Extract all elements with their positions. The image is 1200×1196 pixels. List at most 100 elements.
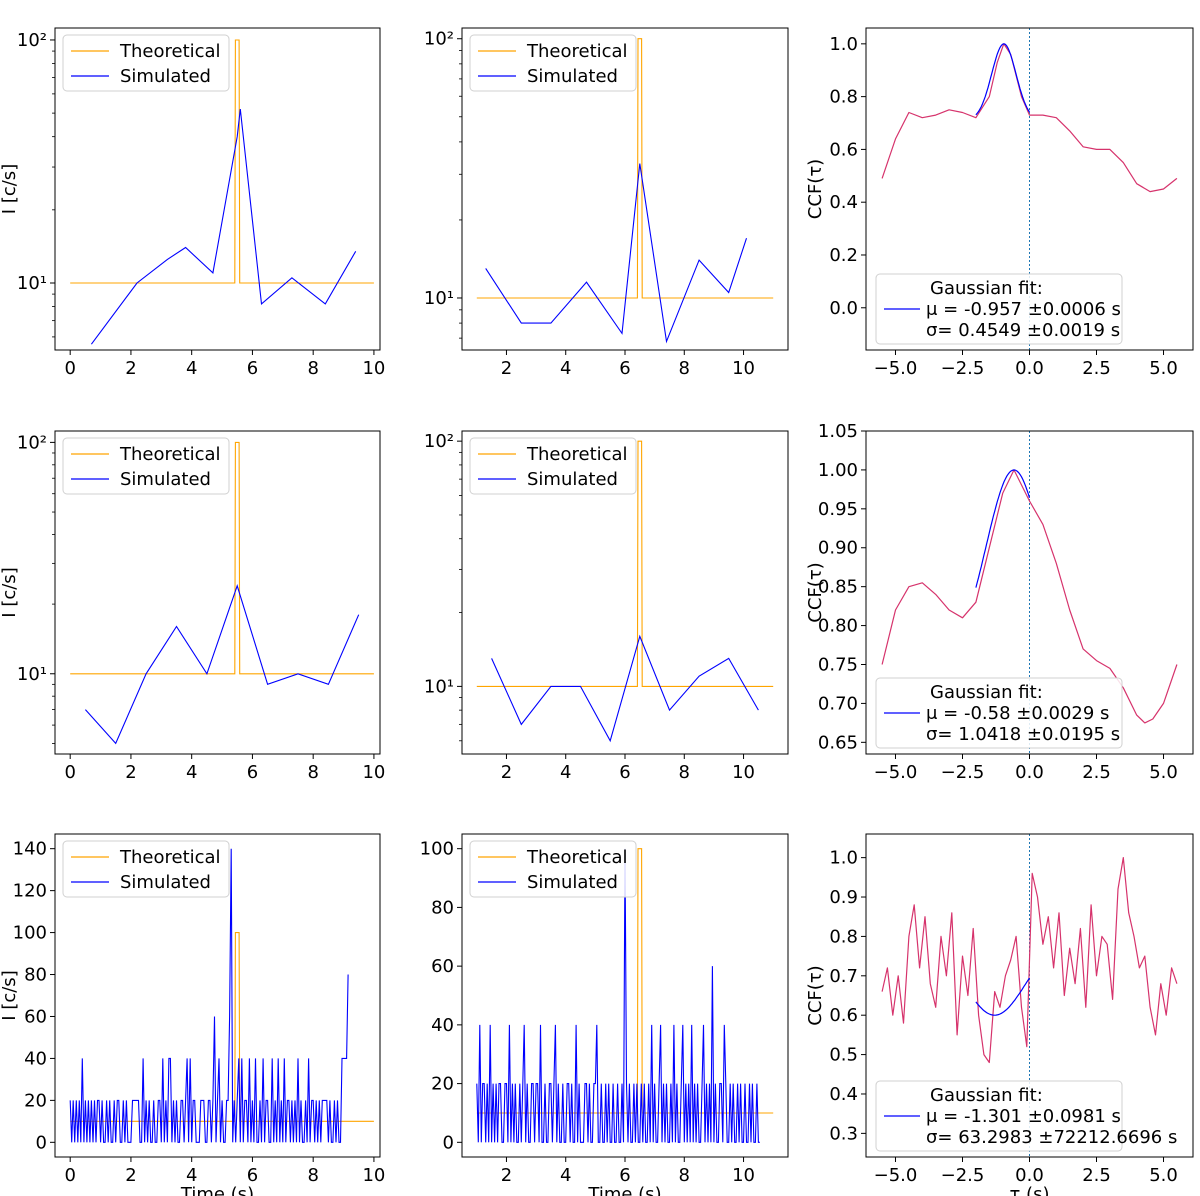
y-tick-label: 0.6 <box>829 139 858 160</box>
x-tick-label: −5.0 <box>874 358 918 379</box>
legend-mu: μ = -1.301 ±0.0981 s <box>926 1106 1121 1127</box>
y-tick-label: 0.9 <box>829 887 858 908</box>
x-tick-label: 8 <box>679 1165 690 1186</box>
axes-frame <box>461 430 789 755</box>
y-tick-label: 80 <box>24 965 47 986</box>
x-tick-label: 4 <box>560 762 571 783</box>
y-tick-label: 10² <box>17 30 47 51</box>
x-tick-label: 0.0 <box>1015 1165 1044 1186</box>
legend: Theoretical Simulated <box>469 437 637 495</box>
y-tick-label: 1.05 <box>818 421 858 442</box>
simulated-series-line <box>485 163 748 344</box>
y-tick-label: 0.6 <box>829 1005 858 1026</box>
plot-area <box>69 848 374 1143</box>
y-tick-label: 0 <box>36 1132 47 1153</box>
gaussian-fit-curve <box>975 977 1031 1016</box>
legend: Theoretical Simulated <box>62 840 230 898</box>
y-tick-label: 80 <box>431 897 454 918</box>
x-tick-label: 0 <box>64 358 75 379</box>
x-tick-label: 2 <box>125 762 136 783</box>
y-tick-label: 0.65 <box>818 732 858 753</box>
y-tick-label: 140 <box>13 839 47 860</box>
y-tick-label: 0.2 <box>829 245 858 266</box>
gaussian-fit-curve <box>975 43 1031 116</box>
y-tick-label: 0.4 <box>829 192 858 213</box>
y-tick-label: 0.5 <box>829 1045 858 1066</box>
legend-sigma: σ= 1.0418 ±0.0195 s <box>926 724 1120 745</box>
x-tick-label: 8 <box>307 762 318 783</box>
y-tick-label: 0.7 <box>829 966 858 987</box>
axes-frame <box>865 833 1194 1158</box>
x-tick-label: 8 <box>679 358 690 379</box>
x-tick-label: 4 <box>186 1165 197 1186</box>
axes-frame <box>865 27 1194 351</box>
x-tick-label: 2.5 <box>1082 1165 1111 1186</box>
y-tick-label: 10¹ <box>424 676 454 697</box>
legend-box <box>62 840 230 898</box>
x-tick-label: 8 <box>307 358 318 379</box>
y-tick-label: 40 <box>24 1048 47 1069</box>
legend-theoretical-label: Theoretical <box>526 847 628 868</box>
x-tick-label: 2 <box>501 1165 512 1186</box>
x-tick-label: −2.5 <box>941 762 985 783</box>
x-tick-label: 2 <box>125 358 136 379</box>
x-tick-label: 5.0 <box>1149 762 1178 783</box>
simulated-series-line <box>69 848 349 1143</box>
axes-frame <box>54 833 381 1158</box>
legend-box <box>62 34 230 92</box>
x-tick-label: 4 <box>186 358 197 379</box>
axes-frame <box>461 27 789 351</box>
y-tick-label: 10¹ <box>424 288 454 309</box>
legend-sigma: σ= 63.2983 ±72212.6696 s <box>926 1127 1177 1148</box>
x-tick-label: 6 <box>619 1165 630 1186</box>
y-tick-label: 1.0 <box>829 34 858 55</box>
theoretical-series-line <box>476 440 774 687</box>
plot-area <box>70 39 374 345</box>
x-axis-label: Time (s) <box>587 1184 661 1196</box>
x-tick-label: 2 <box>125 1165 136 1186</box>
simulated-series-line <box>491 634 759 743</box>
y-tick-label: 0.0 <box>829 298 858 319</box>
legend-simulated-label: Simulated <box>527 872 618 893</box>
x-tick-label: 6 <box>247 1165 258 1186</box>
x-tick-label: 4 <box>560 358 571 379</box>
y-axis-label: I [c/s] <box>0 970 20 1020</box>
x-tick-label: 5.0 <box>1149 1165 1178 1186</box>
plot-area <box>70 441 374 745</box>
legend-simulated-label: Simulated <box>527 66 618 87</box>
legend-simulated-label: Simulated <box>120 66 211 87</box>
legend-mu: μ = -0.957 ±0.0006 s <box>926 299 1121 320</box>
y-tick-label: 100 <box>420 839 454 860</box>
simulated-series-line <box>90 108 357 345</box>
legend-simulated-label: Simulated <box>527 469 618 490</box>
x-tick-label: −5.0 <box>874 762 918 783</box>
legend-theoretical-label: Theoretical <box>119 41 221 62</box>
x-tick-label: 4 <box>560 1165 571 1186</box>
y-tick-label: 100 <box>13 923 47 944</box>
panel-r2c1: 0 2 4 6 8 10 10¹ 10² I [c/s] Theoretical Simulated <box>0 430 385 783</box>
y-tick-label: 0.8 <box>829 87 858 108</box>
y-tick-label: 60 <box>431 956 454 977</box>
plot-area <box>476 440 774 743</box>
y-tick-label: 0.8 <box>829 926 858 947</box>
y-tick-label: 0.70 <box>818 693 858 714</box>
y-tick-label: 0.4 <box>829 1084 858 1105</box>
x-tick-label: 8 <box>679 762 690 783</box>
legend: Theoretical Simulated <box>469 840 637 898</box>
x-tick-label: 2.5 <box>1082 762 1111 783</box>
theoretical-series-line <box>70 39 374 284</box>
panel-r2c2: 2 4 6 8 10 10¹ 10² Theoretical Simulated <box>424 430 789 783</box>
x-tick-label: −2.5 <box>941 1165 985 1186</box>
x-axis-label: τ (s) <box>1010 1184 1050 1196</box>
panel-r1c3: −5.0 −2.5 0.0 2.5 5.0 0.0 0.2 0.4 0.6 0.8 1.0 CCF(τ… <box>805 27 1194 379</box>
x-tick-label: 10 <box>362 762 385 783</box>
legend-box <box>875 1080 1123 1152</box>
axes-frame <box>54 430 381 755</box>
axes-frame <box>54 27 381 351</box>
legend-title: Gaussian fit: <box>930 682 1043 703</box>
gaussian-legend: Gaussian fit:μ = -1.301 ±0.0981 sσ= 63.2… <box>875 1080 1177 1152</box>
axes-frame <box>461 833 789 1158</box>
panel-r1c2: 2 4 6 8 10 10¹ 10² Theoretical Simulated <box>424 27 789 379</box>
x-tick-label: 6 <box>619 762 630 783</box>
